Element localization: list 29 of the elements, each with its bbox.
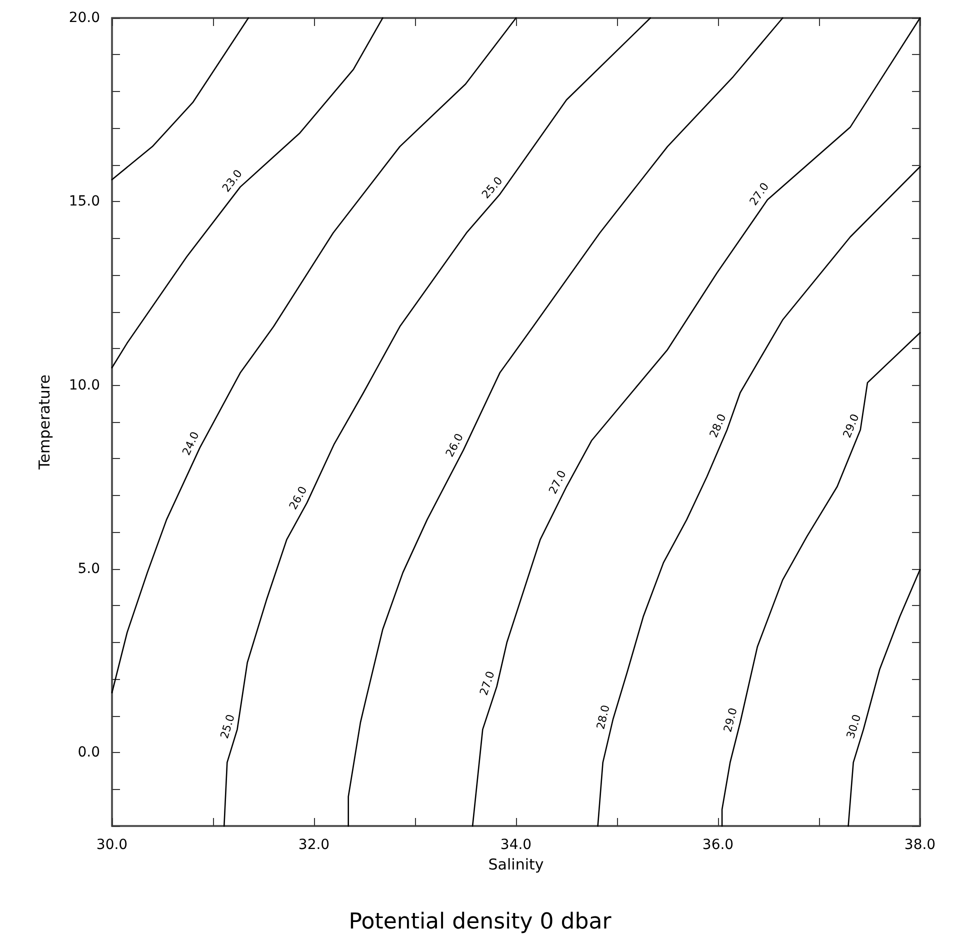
- line-series: [111, 17, 384, 368]
- annotation: 29.0: [721, 706, 740, 734]
- x-tick-label: 32.0: [298, 837, 330, 853]
- x-axis-title: Salinity: [488, 855, 544, 874]
- line-series: [848, 568, 921, 827]
- y-tick-label: 5.0: [78, 560, 100, 577]
- annotation: 30.0: [844, 712, 864, 740]
- line-series: [597, 166, 921, 827]
- annotation: 28.0: [594, 704, 612, 731]
- annotation: 29.0: [840, 412, 862, 440]
- y-tick-label: 10.0: [68, 377, 100, 394]
- annotation: 24.0: [180, 430, 202, 458]
- y-tick-label: 20.0: [68, 10, 100, 26]
- line-series: [111, 17, 517, 694]
- x-tick-label: 30.0: [96, 837, 128, 853]
- text: Potential density 0 dbar: [348, 910, 612, 934]
- y-tick-label: 15.0: [68, 194, 100, 210]
- y-tick-label: 0.0: [78, 744, 100, 761]
- annotation: 27.0: [477, 670, 498, 697]
- line-series: [348, 17, 784, 827]
- x-tick-label: 38.0: [904, 837, 936, 853]
- annotation: 27.0: [546, 468, 569, 496]
- annotation: 25.0: [218, 712, 238, 740]
- annotation: 26.0: [286, 484, 310, 512]
- y-axis-title: Temperature: [36, 374, 54, 471]
- annotation: 26.0: [443, 431, 466, 460]
- x-tick-label: 36.0: [702, 837, 734, 853]
- x-tick-label: 34.0: [500, 837, 532, 853]
- annotation: 28.0: [707, 412, 729, 440]
